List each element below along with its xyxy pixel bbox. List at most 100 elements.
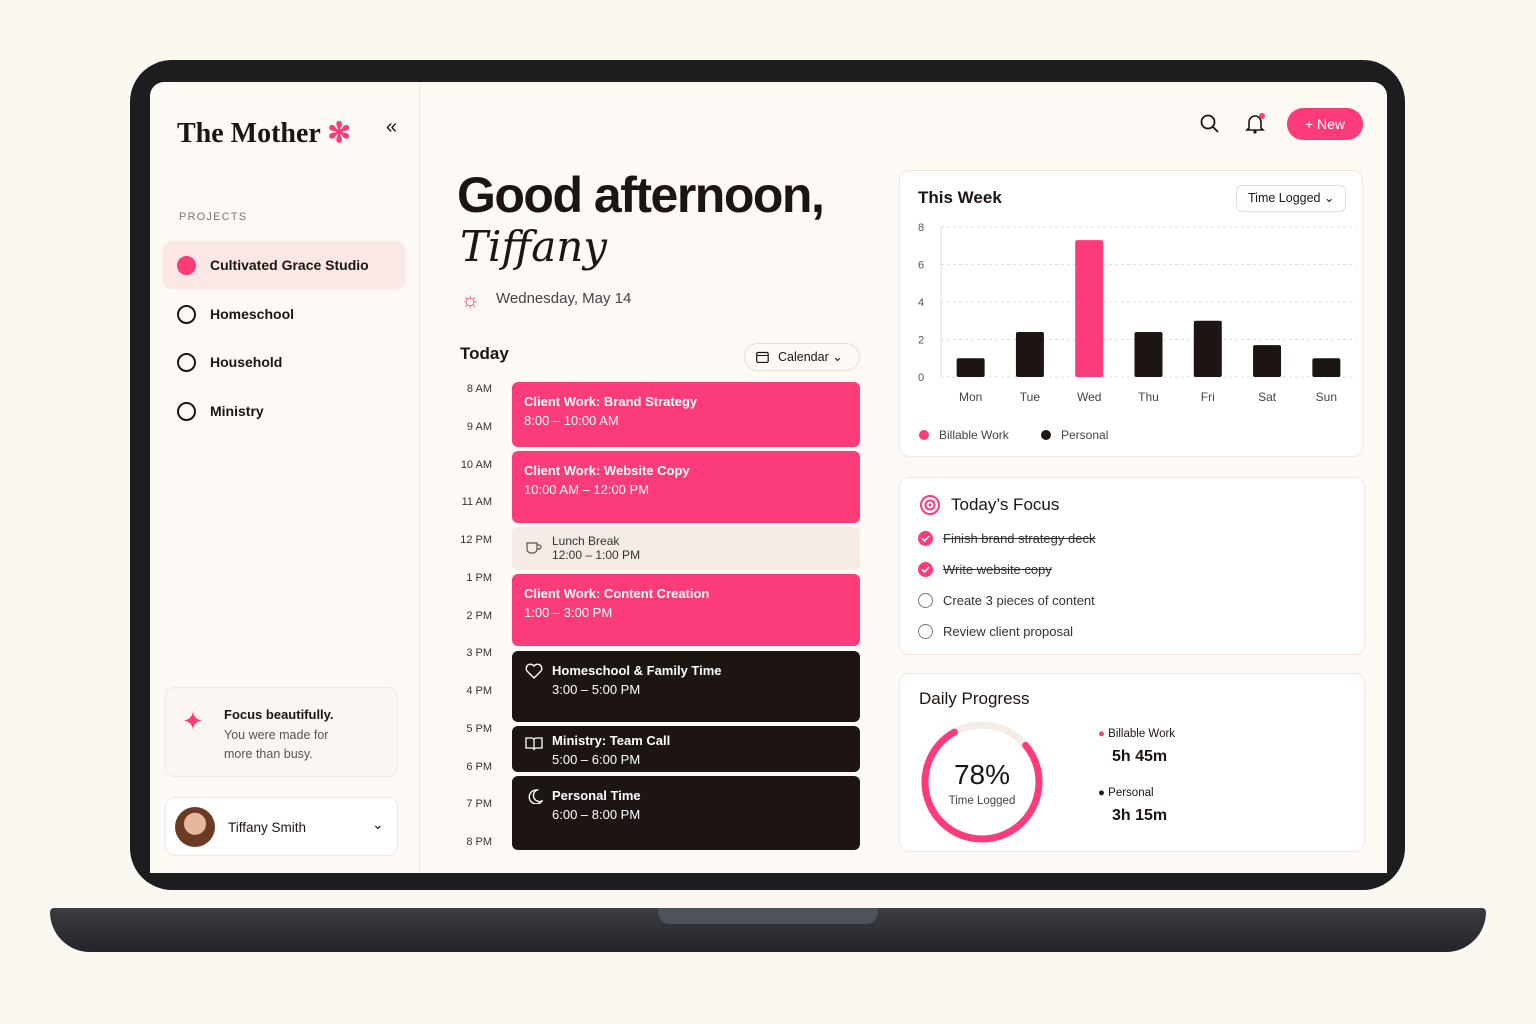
legend-swatch <box>1041 430 1051 440</box>
progress-title: Daily Progress <box>919 689 1030 708</box>
y-tick-label: 8 <box>918 222 924 234</box>
event-title: Ministry: Team Call <box>552 733 671 748</box>
bar <box>1312 358 1341 377</box>
brand-flower: ✻ <box>327 118 351 149</box>
hour-label: 3 PM <box>466 647 492 660</box>
week-card: This Week Time Logged ⌄ 0 2 4 6 8 Mon Tue Wed Th… <box>899 170 1363 457</box>
focus-title: Today’s Focus <box>951 495 1060 514</box>
breakdown-name: Billable Work <box>1108 728 1176 740</box>
project[interactable]: Household <box>162 338 406 386</box>
view-select[interactable]: Calendar ⌄ <box>744 343 860 371</box>
cup-icon <box>526 542 542 554</box>
event-title: Lunch Break <box>552 534 620 548</box>
event[interactable]: Client Work: Brand Strategy 8:00 – 10:00 … <box>512 382 860 447</box>
focus-text: Finish brand strategy deck <box>943 531 1096 546</box>
event-title: Personal Time <box>552 788 641 803</box>
checkbox <box>918 562 933 577</box>
event-title: Client Work: Brand Strategy <box>524 394 698 409</box>
event[interactable]: Client Work: Website Copy 10:00 AM – 12:0… <box>512 451 860 523</box>
event[interactable]: Lunch Break 12:00 – 1:00 PM <box>512 527 860 570</box>
tip-text: You were made for more than busy. <box>224 728 329 761</box>
greeting-title: Good afternoon, <box>457 167 825 223</box>
focus-card: Today’s Focus Finish brand strategy deck… <box>899 477 1365 655</box>
hour-label: 4 PM <box>466 685 492 697</box>
event-title: Homeschool & Family Time <box>552 663 722 678</box>
user-card[interactable]: Tiffany Smith ⌄ <box>165 797 398 856</box>
bar <box>1253 345 1282 377</box>
event-time: 8:00 – 10:00 AM <box>524 413 619 428</box>
heart-icon <box>525 663 543 679</box>
new-label: New <box>1317 116 1346 132</box>
x-tick-label: Sat <box>1258 390 1277 404</box>
greeting-name: Tiffany <box>460 222 608 271</box>
breakdown-value: 5h 45m <box>1112 748 1168 765</box>
sun-icon: ☼ <box>460 287 481 312</box>
moon-icon <box>528 789 543 804</box>
focus-item[interactable]: Write website copy <box>918 562 1052 577</box>
metric-select[interactable]: Time Logged ⌄ <box>1236 185 1346 212</box>
search-icon[interactable] <box>1200 114 1220 134</box>
event-title: Client Work: Website Copy <box>524 463 690 478</box>
x-tick-label: Wed <box>1077 390 1101 404</box>
tip-title: Focus beautifully. <box>224 707 334 722</box>
project-name: Household <box>210 354 283 370</box>
avatar <box>175 807 215 847</box>
event-title: Client Work: Content Creation <box>524 586 710 601</box>
bar-chart: 0 2 4 6 8 Mon Tue Wed Thu Fri Sat Sun Billable Work P… <box>918 222 1356 442</box>
legend-label: Personal <box>1061 428 1108 442</box>
checkbox <box>918 624 933 639</box>
focus-text: Create 3 pieces of content <box>943 593 1095 608</box>
focus-item[interactable]: Review client proposal <box>918 624 1073 639</box>
project[interactable]: Ministry <box>162 387 406 435</box>
y-tick-label: 2 <box>918 335 924 347</box>
focus-item[interactable]: Finish brand strategy deck <box>918 531 1095 546</box>
tip-card: ✦ Focus beautifully. You were made for m… <box>165 687 398 777</box>
bar <box>1193 320 1222 377</box>
user-name: Tiffany Smith <box>228 820 307 835</box>
progress-caption: Time Logged <box>948 795 1016 807</box>
bar <box>1075 240 1104 377</box>
progress-ring <box>921 721 1043 843</box>
date: Wednesday, May 14 <box>496 290 632 307</box>
legend-swatch <box>919 430 929 440</box>
brand: The Mother ✻ <box>177 116 351 150</box>
new-button[interactable]: + New <box>1287 108 1363 140</box>
breakdown-value: 3h 15m <box>1112 807 1168 824</box>
laptop-notch <box>658 908 878 924</box>
bell-icon[interactable] <box>1244 112 1266 134</box>
checkbox <box>918 531 933 546</box>
event[interactable]: Homeschool & Family Time 3:00 – 5:00 PM <box>512 651 860 722</box>
hour-label: 1 PM <box>466 571 492 584</box>
project-name: Homeschool <box>210 306 295 322</box>
calendar-icon <box>756 351 769 363</box>
breakdown-item: ● Billable Work 5h 45m <box>1098 728 1176 765</box>
focus-text: Review client proposal <box>943 624 1074 639</box>
breakdown-item: ● Personal 3h 15m <box>1098 787 1168 824</box>
hour-label: 6 PM <box>466 760 492 773</box>
event[interactable]: Ministry: Team Call 5:00 – 6:00 PM <box>512 726 860 772</box>
progress-percent: 78% <box>953 759 1011 790</box>
bar <box>1134 332 1163 377</box>
hour-label: 8 PM <box>466 836 492 848</box>
hour-label: 5 PM <box>466 722 492 735</box>
progress-arc <box>921 721 1043 843</box>
project-name: Cultivated Grace Studio <box>210 257 369 273</box>
sparkle-icon: ✦ <box>182 706 204 736</box>
focus-item[interactable]: Create 3 pieces of content <box>918 593 1095 608</box>
metric-label: Time Logged <box>1248 191 1321 205</box>
event[interactable]: Personal Time 6:00 – 8:00 PM <box>512 776 860 850</box>
project[interactable]: Cultivated Grace Studio <box>162 241 406 289</box>
x-tick-label: Fri <box>1201 390 1215 404</box>
bar <box>956 358 985 377</box>
progress-card: Daily Progress 78% Time Logged ● Billabl… <box>899 673 1365 852</box>
event-time: 1:00 – 3:00 PM <box>524 605 613 620</box>
project[interactable]: Homeschool <box>162 290 406 338</box>
legend-label: Billable Work <box>939 428 1010 442</box>
hour-label: 10 AM <box>460 458 492 471</box>
collapse-button[interactable]: « <box>386 116 398 138</box>
view-label: Calendar <box>778 350 829 364</box>
chevron: ⌄ <box>372 816 384 832</box>
book-icon <box>525 737 543 751</box>
event[interactable]: Client Work: Content Creation 1:00 – 3:00… <box>512 574 860 646</box>
